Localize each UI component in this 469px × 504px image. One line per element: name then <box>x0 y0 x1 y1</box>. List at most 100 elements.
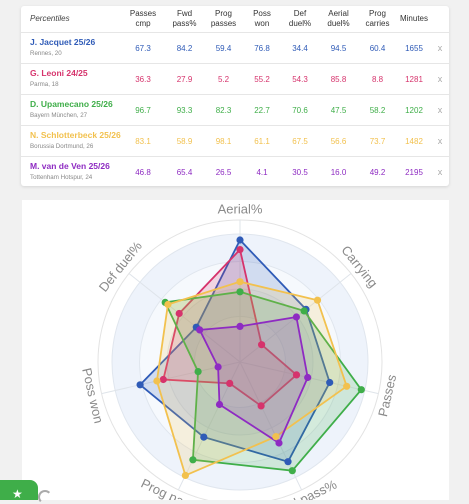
column-header-label: cmp <box>135 19 151 28</box>
column-header: Poss won <box>243 6 281 33</box>
player-club: Parma, 18 <box>30 81 59 88</box>
remove-player-button[interactable]: x <box>431 125 449 157</box>
stat-value: 59.4 <box>204 32 243 64</box>
radar-point <box>236 246 244 254</box>
column-header-label: Passes <box>129 9 157 18</box>
radar-point <box>164 300 172 309</box>
column-header-label: won <box>254 19 270 28</box>
stat-value: 2195 <box>397 156 431 187</box>
column-header-label: Def <box>293 9 307 18</box>
player-cell: J. Jacquet 25/26 Rennes, 20 <box>21 32 121 64</box>
percentiles-table: Percentiles Passes cmp Fwd pass% Prog passes Po… <box>21 6 449 187</box>
radar-point <box>292 371 301 379</box>
table-body: J. Jacquet 25/26 Rennes, 20 67.3 84.2 59.4 76… <box>21 32 449 187</box>
player-club: Borussia Dortmund, 26 <box>30 143 94 150</box>
radar-axis-label: Aerial% <box>218 201 263 216</box>
table-row: M. van de Ven 25/26 Tottenham Hotspur, 24… <box>21 156 449 187</box>
player-cell: N. Schlotterbeck 25/26 Borussia Dortmund,… <box>21 125 121 157</box>
column-header-label: Poss <box>253 9 271 18</box>
radar-point <box>215 400 224 409</box>
stat-value: 93.3 <box>165 94 204 126</box>
column-header-label: Prog <box>215 9 232 18</box>
player-cell: M. van de Ven 25/26 Tottenham Hotspur, 24 <box>21 156 121 187</box>
radar-point <box>258 341 266 349</box>
stat-value: 1482 <box>397 125 431 157</box>
radar-point <box>275 439 283 447</box>
radar-series-area <box>198 315 309 445</box>
radar-point <box>357 386 365 394</box>
stat-value: 83.1 <box>121 125 165 157</box>
stat-value: 49.2 <box>358 156 397 187</box>
stat-value: 5.2 <box>204 63 243 95</box>
stat-value: 1202 <box>397 94 431 126</box>
player-club: Bayern München, 27 <box>30 112 88 119</box>
stat-value: 16.0 <box>319 156 358 187</box>
player-cell: G. Leoni 24/25 Parma, 18 <box>21 63 121 95</box>
favorite-button[interactable] <box>0 480 38 500</box>
stat-value: 30.5 <box>281 156 319 187</box>
stat-value: 34.4 <box>281 32 319 64</box>
column-header-label: passes <box>210 19 237 28</box>
player-name: D. Upamecano 25/26 <box>30 99 113 109</box>
stat-value: 96.7 <box>121 94 165 126</box>
stat-value: 54.3 <box>281 63 319 95</box>
radar-point <box>153 377 161 385</box>
remove-player-button[interactable]: x <box>431 32 449 64</box>
table-row: J. Jacquet 25/26 Rennes, 20 67.3 84.2 59.4 76… <box>21 32 449 64</box>
stat-value: 1281 <box>397 63 431 95</box>
stat-value: 70.6 <box>281 94 319 126</box>
column-header-label: Fwd <box>176 9 193 18</box>
radar-point <box>304 373 312 382</box>
stat-value: 56.6 <box>319 125 358 157</box>
radar-point <box>343 382 351 390</box>
column-header-label: duel% <box>327 19 350 28</box>
radar-point <box>288 467 296 475</box>
radar-point <box>257 402 265 410</box>
table-row: N. Schlotterbeck 25/26 Borussia Dortmund,… <box>21 125 449 157</box>
stat-value: 98.1 <box>204 125 243 157</box>
radar-point <box>181 471 189 479</box>
stat-value: 85.8 <box>319 63 358 95</box>
radar-chart-panel: Aerial%CarryingPassesFwd pass%Prog passe… <box>22 200 449 500</box>
stat-value: 94.5 <box>319 32 358 64</box>
star-icon: ★ <box>12 487 23 501</box>
radar-point <box>196 326 204 334</box>
stat-value: 8.8 <box>358 63 397 95</box>
stat-value: 65.4 <box>165 156 204 187</box>
radar-point <box>300 307 308 315</box>
radar-point <box>326 378 334 387</box>
radar-point <box>313 296 322 304</box>
table-row: G. Leoni 24/25 Parma, 18 36.3 27.9 5.2 55.2 54… <box>21 63 449 95</box>
stat-value: 55.2 <box>243 63 281 95</box>
radar-point <box>272 433 280 441</box>
stat-value: 27.9 <box>165 63 204 95</box>
column-header: Fwd pass% <box>165 6 204 33</box>
column-header: Passes cmp <box>121 6 165 33</box>
percentiles-table-card: Percentiles Passes cmp Fwd pass% Prog passes Po… <box>21 6 449 187</box>
loading-arc-icon <box>38 490 52 504</box>
stat-value: 61.1 <box>243 125 281 157</box>
stat-value: 46.8 <box>121 156 165 187</box>
radar-point <box>175 309 183 318</box>
remove-player-button[interactable]: x <box>431 94 449 126</box>
player-name: M. van de Ven 25/26 <box>30 161 110 171</box>
stat-value: 60.4 <box>358 32 397 64</box>
stat-value: 76.8 <box>243 32 281 64</box>
player-name: G. Leoni 24/25 <box>30 68 88 78</box>
stat-value: 36.3 <box>121 63 165 95</box>
column-header: Prog passes <box>204 6 243 33</box>
radar-series-area <box>163 290 363 472</box>
player-club: Rennes, 20 <box>30 50 62 57</box>
remove-player-button[interactable]: x <box>431 63 449 95</box>
stat-value: 4.1 <box>243 156 281 187</box>
table-header-row: Percentiles Passes cmp Fwd pass% Prog passes Po… <box>21 6 449 33</box>
column-header <box>431 6 449 33</box>
stat-value: 67.5 <box>281 125 319 157</box>
player-cell: D. Upamecano 25/26 Bayern München, 27 <box>21 94 121 126</box>
radar-axis-line <box>128 273 241 363</box>
radar-point <box>236 278 244 286</box>
column-header: Percentiles <box>21 6 121 33</box>
stat-value: 22.7 <box>243 94 281 126</box>
remove-player-button[interactable]: x <box>431 156 449 187</box>
radar-point <box>194 368 202 376</box>
